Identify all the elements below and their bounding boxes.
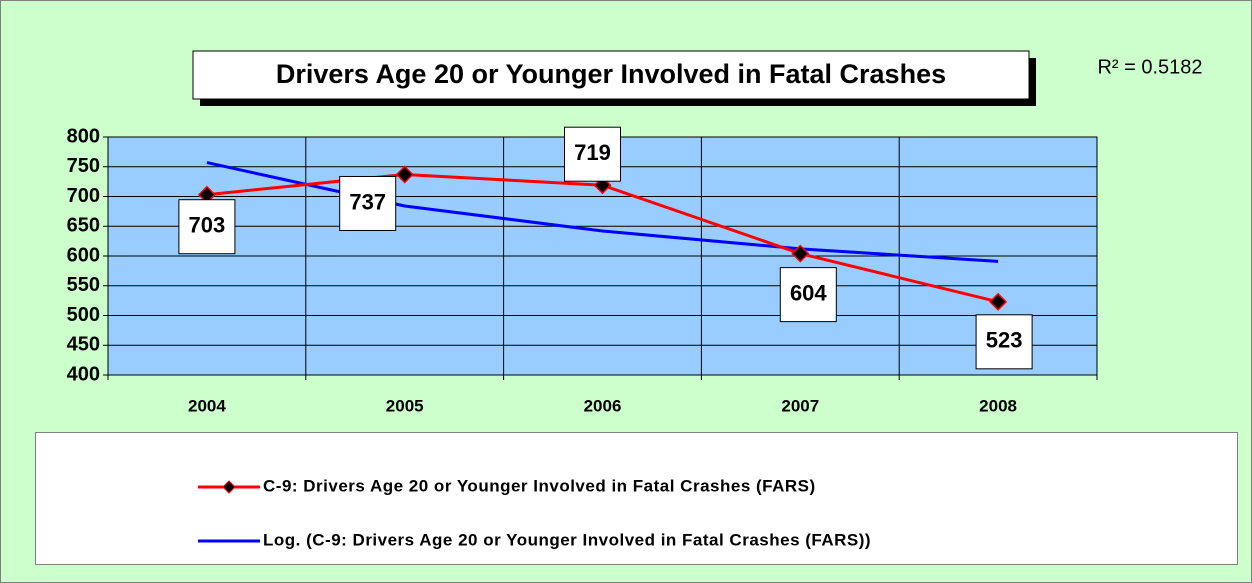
data-label-box xyxy=(779,267,837,323)
data-label: 703 xyxy=(189,213,226,238)
y-tick-label: 500 xyxy=(67,304,100,326)
y-tick-label: 700 xyxy=(67,185,100,207)
legend-marker xyxy=(222,480,236,494)
legend-label: C-9: Drivers Age 20 or Younger Involved … xyxy=(263,476,816,495)
chart-title: Drivers Age 20 or Younger Involved in Fa… xyxy=(276,59,946,89)
data-label: 523 xyxy=(986,328,1023,353)
y-tick-label: 550 xyxy=(67,274,100,296)
r-squared: R² = 0.5182 xyxy=(1097,56,1202,78)
y-tick-label: 450 xyxy=(67,334,100,356)
y-tick-label: 750 xyxy=(67,155,100,177)
y-tick-label: 400 xyxy=(67,363,100,385)
y-tick-label: 600 xyxy=(67,244,100,266)
data-label-box xyxy=(564,126,621,182)
x-tick-label: 2007 xyxy=(781,396,819,415)
x-tick-label: 2008 xyxy=(979,396,1017,415)
x-tick-label: 2005 xyxy=(386,396,424,415)
data-label-box xyxy=(178,199,236,255)
data-label: 719 xyxy=(574,140,611,165)
data-label-box xyxy=(975,314,1033,370)
y-tick-label: 650 xyxy=(67,215,100,237)
marker xyxy=(791,244,810,263)
y-tick-label: 800 xyxy=(67,125,100,147)
x-tick-label: 2004 xyxy=(188,396,226,415)
data-label-box xyxy=(339,175,397,231)
trend-line xyxy=(206,161,999,263)
marker xyxy=(395,165,414,184)
data-label: 737 xyxy=(349,189,386,214)
marker xyxy=(989,292,1008,311)
data-label: 604 xyxy=(790,280,827,305)
title-box xyxy=(192,50,1030,100)
x-tick-label: 2006 xyxy=(584,396,622,415)
legend-label: Log. (C-9: Drivers Age 20 or Younger Inv… xyxy=(263,530,871,549)
